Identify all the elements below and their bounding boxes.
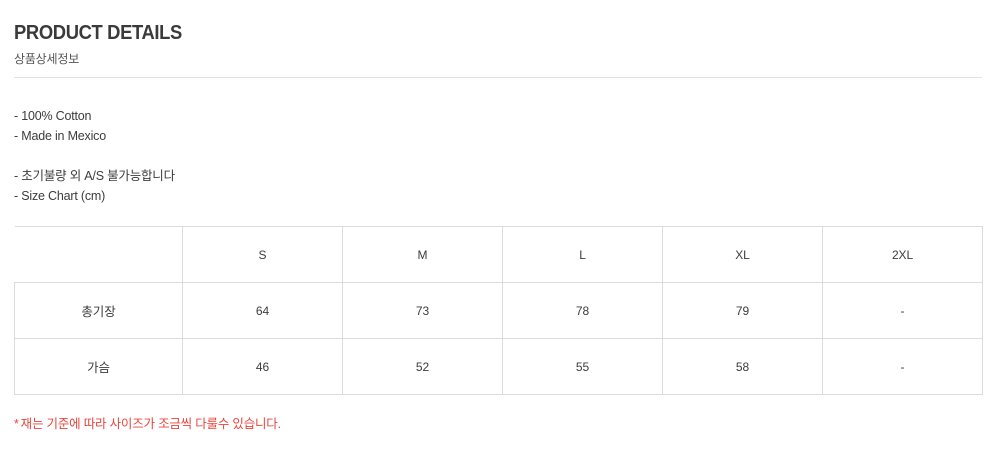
- cell-length-2xl: -: [822, 282, 983, 339]
- cell-length-m: 73: [342, 282, 503, 339]
- cell-chest-2xl: -: [822, 338, 983, 395]
- row-label-chest: 가슴: [14, 338, 183, 395]
- table-header-2xl: 2XL: [822, 226, 983, 283]
- description-block: - 100% Cotton - Made in Mexico - 초기불량 외 …: [14, 106, 982, 206]
- header-divider: [14, 77, 982, 78]
- table-header-row: S M L XL 2XL: [14, 226, 983, 283]
- table-header-l: L: [502, 226, 663, 283]
- note-text: 재는 기준에 따라 사이즈가 조금씩 다룰수 있습니다.: [20, 417, 281, 431]
- description-line-as-policy: - 초기불량 외 A/S 불가능합니다: [14, 169, 175, 183]
- note-star: *: [14, 417, 19, 431]
- description-line-size-chart-label: - Size Chart (cm): [14, 189, 106, 203]
- cell-chest-xl: 58: [662, 338, 823, 395]
- table-corner-cell: [14, 226, 183, 283]
- measurement-note: * 재는 기준에 따라 사이즈가 조금씩 다룰수 있습니다.: [14, 413, 982, 432]
- table-header-s: S: [182, 226, 343, 283]
- cell-chest-s: 46: [182, 338, 343, 395]
- description-line-origin: - Made in Mexico: [14, 129, 106, 143]
- description-line-material: - 100% Cotton: [14, 109, 92, 123]
- cell-chest-l: 55: [502, 338, 663, 395]
- table-header-xl: XL: [662, 226, 823, 283]
- cell-length-l: 78: [502, 282, 663, 339]
- row-label-length: 총기장: [14, 282, 183, 339]
- header: PRODUCT DETAILS 상품상세정보: [14, 0, 982, 67]
- description-spacer: [14, 146, 982, 166]
- table-header-m: M: [342, 226, 503, 283]
- table-row: 총기장 64 73 78 79 -: [14, 282, 983, 339]
- cell-length-xl: 79: [662, 282, 823, 339]
- cell-length-s: 64: [182, 282, 343, 339]
- size-chart-table: S M L XL 2XL 총기장 64 73 78 79 - 가슴 46 52 …: [14, 226, 983, 395]
- page-subtitle: 상품상세정보: [14, 52, 80, 66]
- cell-chest-m: 52: [342, 338, 503, 395]
- page-title: PRODUCT DETAILS: [14, 22, 182, 44]
- table-row: 가슴 46 52 55 58 -: [14, 338, 983, 395]
